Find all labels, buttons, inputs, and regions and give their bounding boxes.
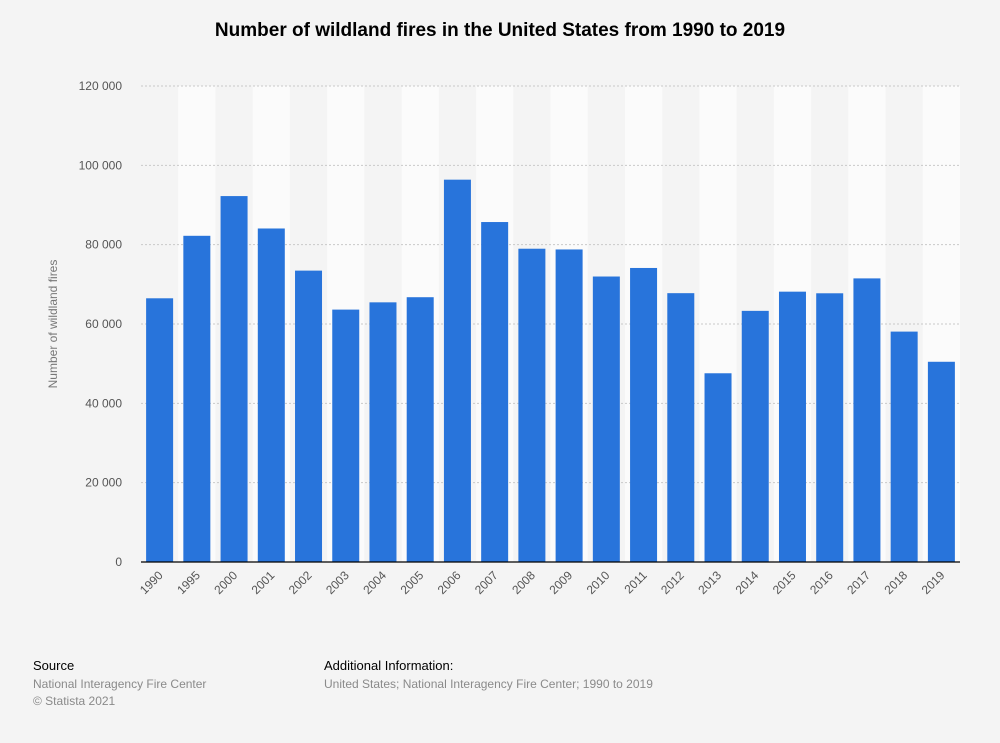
bar[interactable] bbox=[927, 361, 955, 562]
bar[interactable] bbox=[369, 302, 397, 562]
bar[interactable] bbox=[778, 291, 806, 562]
y-tick-label: 40 000 bbox=[85, 396, 122, 410]
x-tick-label: 2016 bbox=[807, 568, 836, 597]
bar[interactable] bbox=[481, 222, 509, 562]
x-tick-label: 2018 bbox=[881, 568, 910, 597]
source-line-2: © Statista 2021 bbox=[33, 694, 116, 708]
x-tick-label: 2009 bbox=[546, 568, 575, 597]
bar[interactable] bbox=[220, 196, 248, 562]
additional-info-text: United States; National Interagency Fire… bbox=[324, 677, 653, 691]
bar[interactable] bbox=[592, 276, 620, 562]
x-tick-label: 1995 bbox=[174, 568, 203, 597]
x-tick-label: 2008 bbox=[509, 568, 538, 597]
y-tick-label: 80 000 bbox=[85, 238, 122, 252]
chart-title: Number of wildland fires in the United S… bbox=[214, 20, 786, 41]
y-tick-label: 120 000 bbox=[79, 79, 123, 93]
x-tick-label: 2001 bbox=[249, 568, 278, 597]
bar[interactable] bbox=[332, 309, 360, 562]
x-axis-ticks: 1990 1995 2000 2001 2002 2003 2004 2005 2006 2007… bbox=[137, 568, 948, 597]
x-tick-label: 2015 bbox=[770, 568, 799, 597]
x-tick-label: 2007 bbox=[472, 568, 501, 597]
bar[interactable] bbox=[853, 278, 881, 562]
bar[interactable] bbox=[667, 293, 695, 562]
y-tick-label: 0 bbox=[115, 555, 122, 569]
bar[interactable] bbox=[630, 267, 658, 562]
additional-info-heading: Additional Information: bbox=[324, 658, 454, 673]
x-tick-label: 2019 bbox=[919, 568, 948, 597]
bar[interactable] bbox=[183, 235, 211, 563]
bar[interactable] bbox=[146, 298, 174, 562]
bar[interactable] bbox=[406, 297, 434, 562]
x-tick-label: 2012 bbox=[658, 568, 687, 597]
y-tick-label: 20 000 bbox=[85, 476, 122, 490]
bars bbox=[146, 179, 955, 563]
source-line-1: National Interagency Fire Center bbox=[33, 677, 207, 691]
bar[interactable] bbox=[443, 179, 471, 562]
y-axis-ticks: 0 20 000 40 000 60 000 80 000 100 000 120 000 bbox=[79, 79, 123, 569]
x-tick-label: 2017 bbox=[844, 568, 873, 597]
bar[interactable] bbox=[890, 331, 918, 562]
x-tick-label: 2005 bbox=[398, 568, 427, 597]
x-tick-label: 2010 bbox=[584, 568, 613, 597]
bar[interactable] bbox=[816, 293, 844, 562]
x-tick-label: 2014 bbox=[733, 568, 762, 597]
x-tick-label: 2000 bbox=[211, 568, 240, 597]
x-tick-label: 2013 bbox=[695, 568, 724, 597]
x-tick-label: 2003 bbox=[323, 568, 352, 597]
x-tick-label: 2011 bbox=[622, 568, 650, 596]
bar[interactable] bbox=[518, 248, 546, 563]
y-axis-label: Number of wildland fires bbox=[46, 260, 60, 389]
source-heading: Source bbox=[33, 658, 75, 673]
x-tick-label: 2004 bbox=[360, 568, 389, 597]
bar[interactable] bbox=[257, 228, 285, 562]
bar[interactable] bbox=[555, 249, 583, 562]
x-tick-label: 1990 bbox=[137, 568, 166, 597]
bar[interactable] bbox=[704, 373, 732, 562]
bar[interactable] bbox=[295, 270, 323, 562]
bar[interactable] bbox=[741, 310, 769, 562]
x-tick-label: 2002 bbox=[286, 568, 315, 597]
x-tick-label: 2006 bbox=[435, 568, 464, 597]
y-tick-label: 60 000 bbox=[85, 317, 122, 331]
y-tick-label: 100 000 bbox=[79, 158, 123, 172]
